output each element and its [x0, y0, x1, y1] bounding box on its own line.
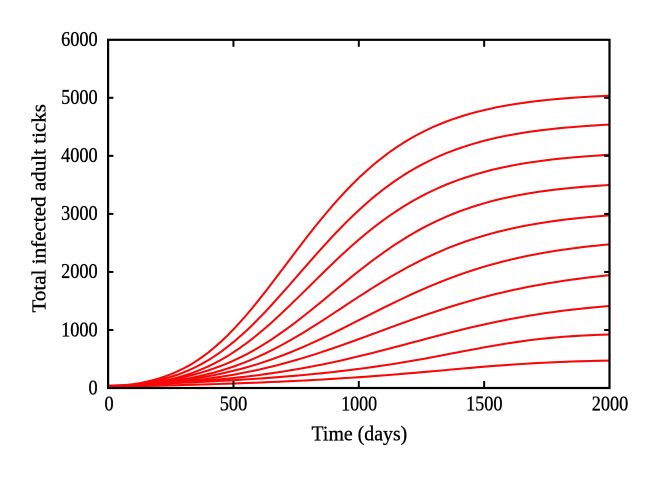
- svg-text:1500: 1500: [466, 391, 503, 415]
- svg-text:0: 0: [104, 391, 113, 415]
- svg-text:4000: 4000: [61, 143, 98, 167]
- svg-text:1000: 1000: [341, 391, 377, 415]
- svg-text:0: 0: [89, 375, 98, 399]
- svg-text:2000: 2000: [592, 391, 629, 415]
- svg-text:Time (days): Time (days): [312, 422, 408, 446]
- svg-text:2000: 2000: [61, 259, 98, 283]
- svg-text:6000: 6000: [61, 27, 98, 51]
- svg-text:Total infected adult ticks: Total infected adult ticks: [30, 104, 51, 312]
- svg-text:5000: 5000: [61, 85, 98, 109]
- svg-text:1000: 1000: [61, 317, 98, 341]
- svg-text:500: 500: [220, 391, 248, 415]
- svg-text:3000: 3000: [61, 201, 98, 225]
